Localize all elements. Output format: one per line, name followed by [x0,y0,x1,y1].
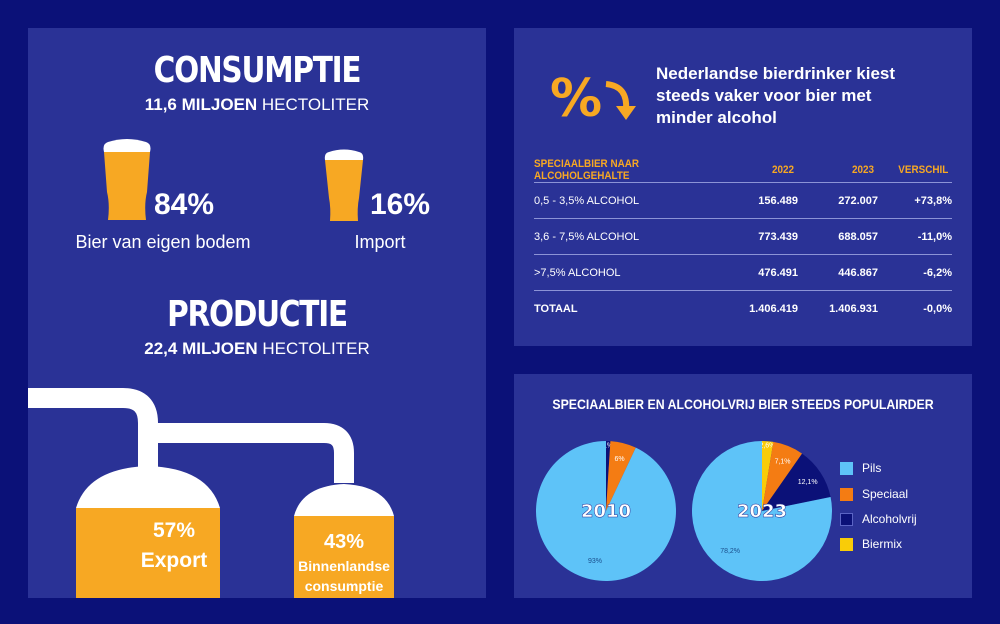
domestic-consumption-percent: 43% [323,531,365,553]
pie-charts: 1%6% 93% 2010 2,6% 7,1% 12,1% 78,2% 2023 [536,441,832,581]
pie-slice-label: 78,2% [720,548,740,555]
pie-slice-speciaal [762,441,803,511]
table-cell: -6,2% [878,254,952,291]
table-cell: >7,5% ALCOHOL [534,254,718,291]
table-header-row: SPECIAALBIER NAAR ALCOHOLGEHALTE 2022 20… [534,158,952,183]
headline-line-1: Nederlandse bierdrinker kiest [656,64,896,83]
legend-swatch [840,462,853,475]
domestic-beer-label: Bier van eigen bodem [75,232,251,252]
legend-item-speciaal: Speciaal [840,487,908,501]
consumptie-title: CONSUMPTIE [153,50,362,91]
pie-slice-biermix [762,441,774,511]
domestic-consumption-label-1: Binnenlandse [298,558,390,574]
percent-down-arrow-icon: % [550,69,636,124]
domestic-consumption-label-2: consumptie [304,578,384,594]
beer-glass-icon [103,139,151,220]
productie-title: PRODUCTIE [167,294,348,335]
pie-slice-label: 1% [603,442,613,449]
alcohol-table-panel: % Nederlandse bierdrinker kiest steeds v… [514,28,972,346]
legend-swatch [840,538,853,551]
table-cell: +73,8% [878,182,952,219]
pie-year-label: 2010 [581,501,631,522]
table-cell: 156.489 [718,182,798,219]
legend-item-alcoholvrij: Alcoholvrij [840,512,917,526]
table-header: 2022 [771,164,794,176]
pie-section-title: SPECIAALBIER EN ALCOHOLVRIJ BIER STEEDS … [552,396,934,412]
pie-slice-label: 2,6% [759,443,775,450]
table-cell: 1.406.419 [718,290,798,326]
pie-slice-alcoholvrij [762,453,831,511]
pie-slice-alcoholvrij [606,441,611,511]
table-cell: 1.406.931 [798,290,878,326]
table-row-total: TOTAAL 1.406.419 1.406.931 -0,0% [534,290,952,326]
table-cell: 0,5 - 3,5% ALCOHOL [534,182,718,219]
headline-line-3: minder alcohol [656,108,777,127]
pie-year-label: 2023 [737,501,787,522]
svg-text:%: % [550,69,602,124]
export-label: Export [140,549,208,572]
production-consumption-panel: CONSUMPTIE 11,6 MILJOEN HECTOLITER 84% B… [28,28,486,598]
headline-line-2: steeds vaker voor bier met [656,86,872,105]
table-header: VERSCHIL [898,164,949,176]
table-cell: 773.439 [718,218,798,255]
import-label: Import [354,232,406,252]
alcohol-content-table: SPECIAALBIER NAAR ALCOHOLGEHALTE 2022 20… [534,158,952,326]
table-row: 0,5 - 3,5% ALCOHOL 156.489 272.007 +73,8… [534,182,952,219]
pie-charts-panel: SPECIAALBIER EN ALCOHOLVRIJ BIER STEEDS … [514,374,972,598]
legend-item-pils: Pils [840,461,881,475]
table-cell: TOTAAL [534,290,718,326]
table-header: SPECIAALBIER NAAR ALCOHOLGEHALTE [534,158,640,182]
pie-slice-label: 93% [588,558,602,565]
pie-slice-pils [536,441,676,581]
domestic-beer-percent: 84% [154,188,215,221]
table-row: >7,5% ALCOHOL 476.491 446.867 -6,2% [534,254,952,291]
table-row: 3,6 - 7,5% ALCOHOL 773.439 688.057 -11,0… [534,218,952,255]
brewery-tanks-illustration [28,388,394,598]
pie-slice-label: 12,1% [798,479,818,486]
table-cell: 688.057 [798,218,878,255]
table-cell: -0,0% [878,290,952,326]
table-cell: 446.867 [798,254,878,291]
table-header: 2023 [851,164,874,176]
table-cell: 272.007 [798,182,878,219]
legend-item-biermix: Biermix [840,537,902,551]
table-cell: -11,0% [878,218,952,255]
export-percent: 57% [152,519,196,542]
pie-slice-speciaal [606,441,636,511]
import-percent: 16% [370,188,431,221]
legend-swatch [840,513,853,526]
table-cell: 476.491 [718,254,798,291]
pie-slice-label: 7,1% [775,458,791,465]
pie-slice-label: 6% [615,456,625,463]
legend-swatch [840,488,853,501]
pint-glass-icon [324,149,364,221]
productie-amount: 22,4 MILJOEN HECTOLITER [144,339,370,358]
consumptie-amount: 11,6 MILJOEN HECTOLITER [144,95,370,114]
pie-slice-pils [692,441,832,581]
table-cell: 3,6 - 7,5% ALCOHOL [534,218,718,255]
